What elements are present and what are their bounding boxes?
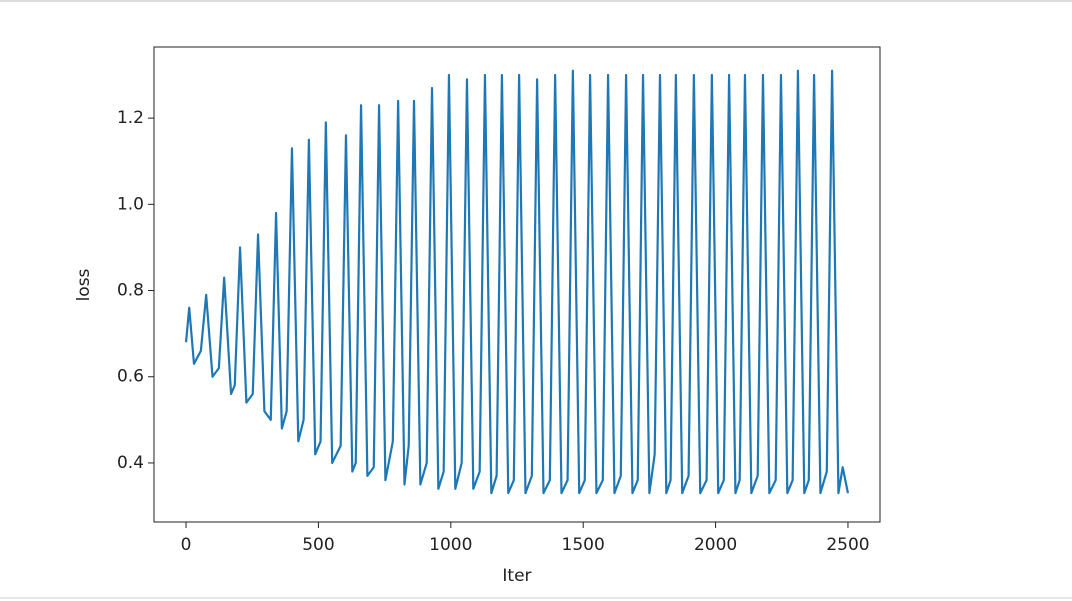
x-tick-label: 1000 (429, 535, 472, 555)
x-tick-label: 2500 (826, 535, 869, 555)
x-tick-label: 2000 (694, 535, 737, 555)
loss-line (184, 69, 850, 495)
plot-frame (153, 46, 881, 523)
y-tick-label: 1.2 (117, 108, 144, 128)
x-tick-label: 1500 (562, 535, 605, 555)
y-tick-label: 0.4 (117, 453, 144, 473)
y-tick-label: 1.0 (117, 194, 144, 214)
y-tick-label: 0.6 (117, 367, 144, 387)
x-tick-label: 500 (302, 535, 334, 555)
y-tick-label: 0.8 (117, 281, 144, 301)
x-tick-label: 0 (181, 535, 192, 555)
x-axis-label: Iter (502, 566, 531, 586)
y-axis-label: loss (74, 268, 94, 301)
